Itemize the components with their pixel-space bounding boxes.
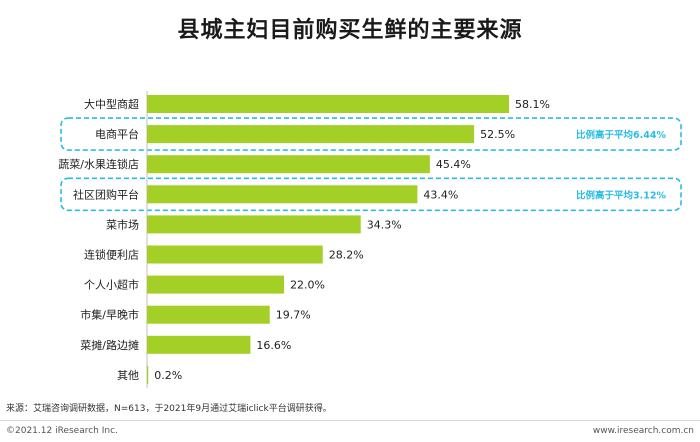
bar bbox=[147, 215, 361, 234]
category-label: 菜摊/路边摊 bbox=[80, 338, 139, 352]
value-label: 0.2% bbox=[154, 369, 182, 382]
category-label: 电商平台 bbox=[95, 127, 139, 141]
category-label: 社区团购平台 bbox=[73, 187, 139, 201]
bar bbox=[147, 245, 323, 264]
highlight-box bbox=[60, 177, 682, 212]
bar bbox=[147, 365, 149, 384]
value-label: 16.6% bbox=[256, 339, 291, 352]
value-label: 28.2% bbox=[329, 249, 364, 262]
category-label: 其他 bbox=[117, 369, 139, 382]
highlight-box bbox=[60, 117, 682, 151]
value-label: 58.1% bbox=[515, 98, 550, 111]
value-label: 22.0% bbox=[290, 279, 325, 292]
category-label: 菜市场 bbox=[106, 217, 139, 231]
category-label: 个人小超市 bbox=[84, 278, 139, 292]
category-label: 市集/早晚市 bbox=[80, 308, 139, 322]
website: www.iresearch.com.cn bbox=[592, 426, 694, 436]
value-label: 34.3% bbox=[367, 218, 402, 231]
category-label: 连锁便利店 bbox=[84, 248, 139, 262]
chart-title: 县城主妇目前购买生鲜的主要来源 bbox=[177, 18, 523, 43]
value-label: 45.4% bbox=[436, 158, 471, 171]
highlight-annotation: 比例高于平均6.44% bbox=[576, 129, 666, 141]
bar bbox=[147, 125, 475, 144]
value-label: 52.5% bbox=[480, 128, 515, 141]
category-label: 大中型商超 bbox=[84, 97, 139, 111]
value-label: 43.4% bbox=[423, 188, 458, 201]
bar bbox=[147, 185, 418, 204]
source-note: 来源：艾瑞咨询调研数据，N=613，于2021年9月通过艾瑞iclick平台调研… bbox=[6, 404, 332, 414]
highlight-annotation: 比例高于平均3.12% bbox=[576, 189, 666, 201]
bar bbox=[147, 275, 285, 294]
value-label: 19.7% bbox=[276, 309, 311, 322]
bars: 大中型商超 58.1% 电商平台 52.5% 蔬菜/水果连锁店 45.4% 社区团购平台 43… bbox=[58, 91, 550, 388]
bar bbox=[147, 155, 430, 174]
copyright: ©2021.12 iResearch Inc. bbox=[6, 426, 118, 436]
highlight-boxes: 比例高于平均6.44% 比例高于平均3.12% bbox=[60, 117, 682, 212]
bar bbox=[147, 335, 251, 354]
bar bbox=[147, 95, 509, 113]
bar bbox=[147, 305, 270, 324]
category-label: 蔬菜/水果连锁店 bbox=[58, 157, 139, 171]
footer-divider bbox=[0, 420, 700, 421]
